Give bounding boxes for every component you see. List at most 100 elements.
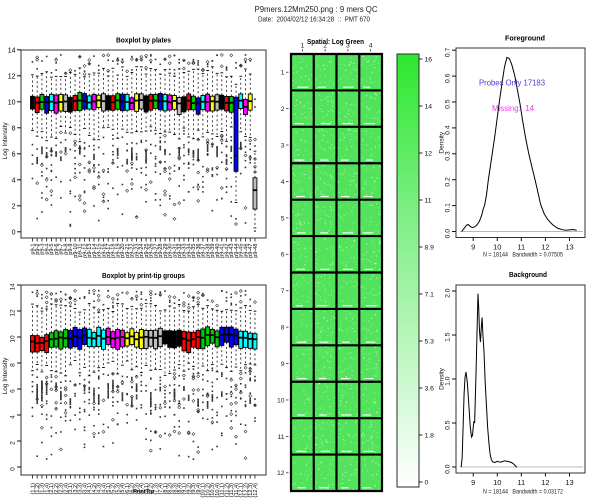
svg-text:p9-8: p9-8 — [63, 243, 69, 254]
svg-text:(6,4): (6,4) — [139, 483, 145, 495]
svg-text:1: 1 — [301, 43, 305, 50]
svg-text:(4,4): (4,4) — [101, 483, 107, 495]
svg-text:(5,1): (5,1) — [106, 483, 112, 495]
svg-text:10: 10 — [493, 478, 501, 487]
svg-text:p9-32: p9-32 — [177, 244, 183, 258]
svg-text:p9-1: p9-1 — [30, 243, 36, 254]
svg-text:9: 9 — [281, 361, 285, 368]
svg-text:p9-46: p9-46 — [243, 243, 249, 257]
svg-text:(7,4): (7,4) — [158, 483, 164, 495]
svg-text:Missing: 14: Missing: 14 — [492, 104, 535, 113]
svg-text:(3,3): (3,3) — [78, 483, 84, 495]
svg-text:2.0: 2.0 — [445, 288, 452, 298]
svg-text:p9-17: p9-17 — [106, 244, 112, 258]
svg-text:0.5: 0.5 — [445, 420, 452, 430]
svg-text:p9-5: p9-5 — [49, 243, 55, 254]
svg-text:13: 13 — [565, 242, 573, 251]
svg-text:(6,1): (6,1) — [125, 483, 131, 495]
svg-text:7: 7 — [281, 288, 285, 295]
svg-text:(10,2): (10,2) — [205, 483, 211, 498]
svg-text:0: 0 — [10, 467, 17, 471]
svg-text:(9,1): (9,1) — [182, 483, 188, 495]
svg-text:(6,3): (6,3) — [134, 483, 140, 495]
svg-text:10: 10 — [277, 397, 285, 404]
svg-text:0.7: 0.7 — [445, 47, 452, 57]
svg-text:6: 6 — [12, 151, 16, 158]
svg-text:p9-23: p9-23 — [134, 244, 140, 258]
svg-text:1: 1 — [281, 70, 285, 77]
svg-text:0.0: 0.0 — [445, 229, 452, 239]
svg-text:16: 16 — [425, 56, 433, 63]
svg-text:Density: Density — [439, 367, 446, 389]
svg-text:(7,2): (7,2) — [149, 483, 155, 495]
svg-text:(5,2): (5,2) — [111, 483, 117, 495]
svg-text:p9-19: p9-19 — [115, 243, 121, 257]
svg-text:9: 9 — [471, 242, 475, 251]
svg-text:(1,4): (1,4) — [44, 483, 50, 495]
svg-text:p9-20: p9-20 — [120, 244, 126, 258]
svg-text:1.0: 1.0 — [445, 376, 452, 386]
svg-text:13: 13 — [565, 478, 573, 487]
svg-text:Probes Only 17183: Probes Only 17183 — [479, 79, 546, 88]
svg-text:(6,2): (6,2) — [130, 483, 136, 495]
svg-text:4: 4 — [12, 177, 16, 184]
svg-text:12: 12 — [541, 478, 549, 487]
svg-text:p9-47: p9-47 — [248, 244, 254, 258]
svg-text:(8,1): (8,1) — [163, 483, 169, 495]
svg-text:p9-7: p9-7 — [59, 243, 65, 254]
svg-text:(12,1): (12,1) — [239, 483, 245, 498]
svg-text:(1,1): (1,1) — [30, 483, 36, 495]
svg-text:(10,1): (10,1) — [201, 483, 207, 498]
svg-text:p9-24: p9-24 — [139, 244, 145, 258]
svg-text:p9-38: p9-38 — [205, 244, 211, 258]
svg-text:0.3: 0.3 — [445, 151, 452, 161]
svg-text:Log Intensity: Log Intensity — [2, 122, 9, 160]
svg-text:(2,2): (2,2) — [54, 483, 60, 495]
svg-text:(2,4): (2,4) — [63, 483, 69, 495]
svg-text:12: 12 — [10, 309, 17, 317]
svg-text:(7,3): (7,3) — [153, 483, 159, 495]
svg-text:Log Intensity: Log Intensity — [2, 357, 9, 395]
svg-text:Foreground: Foreground — [505, 34, 545, 43]
svg-text:8: 8 — [281, 325, 285, 332]
svg-text:Background: Background — [509, 270, 547, 279]
svg-text:10: 10 — [8, 99, 16, 106]
svg-text:p9-18: p9-18 — [111, 244, 117, 258]
svg-text:p9-39: p9-39 — [210, 243, 216, 257]
svg-text:p9-40: p9-40 — [215, 243, 221, 257]
svg-text:(11,4): (11,4) — [234, 483, 240, 497]
svg-text:3: 3 — [281, 142, 285, 149]
svg-text:p9-45: p9-45 — [239, 243, 245, 257]
svg-text:(10,3): (10,3) — [210, 483, 216, 498]
svg-text:(12,3): (12,3) — [248, 483, 254, 498]
svg-text:(7,1): (7,1) — [144, 483, 150, 495]
svg-text:1.5: 1.5 — [445, 332, 452, 342]
svg-text:(8,2): (8,2) — [168, 483, 174, 495]
svg-text:PrintTip: PrintTip — [133, 489, 154, 495]
svg-text:8.9: 8.9 — [425, 244, 435, 251]
svg-text:2: 2 — [10, 441, 17, 445]
svg-text:2: 2 — [12, 203, 16, 210]
svg-text:p9-15: p9-15 — [97, 244, 103, 258]
svg-text:0.0: 0.0 — [445, 464, 452, 474]
svg-text:p9-33: p9-33 — [182, 244, 188, 258]
svg-text:p9-37: p9-37 — [201, 243, 207, 257]
svg-text:5.3: 5.3 — [425, 338, 435, 345]
svg-text:p9-31: p9-31 — [172, 243, 178, 257]
svg-text:(12,2): (12,2) — [243, 483, 249, 498]
svg-text:Density: Density — [439, 131, 446, 153]
svg-text:p9-43: p9-43 — [229, 243, 235, 257]
svg-text:Date: 2004/02/12 16:34:28 ::: Date: 2004/02/12 16:34:28 :: PMT 670 — [258, 17, 370, 24]
svg-text:10: 10 — [493, 242, 501, 251]
svg-text:2: 2 — [323, 43, 327, 50]
svg-text:p9-3: p9-3 — [40, 244, 46, 255]
svg-text:4: 4 — [10, 415, 17, 419]
svg-text:(3,2): (3,2) — [73, 483, 79, 495]
svg-text:p9-34: p9-34 — [186, 243, 192, 257]
svg-text:p9-11: p9-11 — [78, 244, 84, 258]
svg-text:p9-10: p9-10 — [73, 243, 79, 257]
svg-text:(10,4): (10,4) — [215, 483, 221, 498]
svg-text:8: 8 — [12, 125, 16, 132]
svg-text:14: 14 — [10, 283, 17, 291]
svg-text:(9,4): (9,4) — [196, 483, 202, 495]
